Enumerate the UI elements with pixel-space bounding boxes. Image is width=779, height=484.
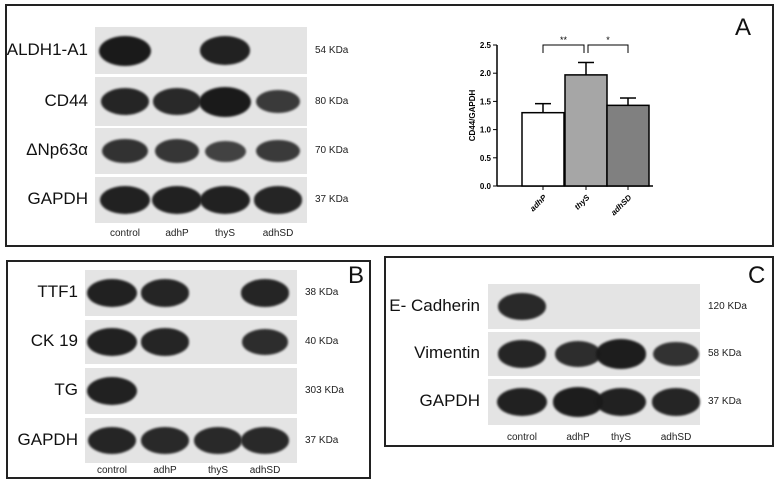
band bbox=[194, 427, 242, 454]
panel-label: A bbox=[735, 14, 752, 41]
lane-label: adhSD bbox=[262, 228, 294, 239]
blot-row bbox=[488, 379, 701, 425]
blot-row bbox=[85, 270, 297, 316]
molecular-weight-label: 70 KDa bbox=[315, 145, 349, 156]
band bbox=[653, 341, 699, 367]
molecular-weight-label: 54 KDa bbox=[315, 44, 349, 56]
band bbox=[200, 36, 250, 65]
band bbox=[87, 327, 137, 357]
band bbox=[99, 35, 151, 66]
protein-label: Vimentin bbox=[414, 343, 480, 362]
band bbox=[102, 138, 148, 164]
molecular-weight-label: 58 KDa bbox=[708, 348, 742, 359]
protein-label: E- Cadherin bbox=[389, 295, 480, 315]
blot-row bbox=[85, 368, 297, 414]
blot-row bbox=[488, 284, 700, 329]
lane-label: thyS bbox=[610, 432, 632, 443]
band bbox=[651, 388, 701, 416]
band bbox=[153, 88, 201, 115]
panel-b bbox=[6, 260, 371, 479]
blot-row bbox=[95, 128, 307, 174]
band bbox=[554, 341, 602, 367]
protein-label: GAPDH bbox=[27, 189, 88, 208]
blot-row bbox=[85, 418, 297, 463]
band bbox=[256, 90, 300, 113]
blot-row bbox=[95, 27, 307, 74]
band bbox=[87, 376, 137, 406]
blot-row bbox=[488, 332, 700, 376]
molecular-weight-label: 37 KDa bbox=[305, 434, 339, 446]
blot-row bbox=[95, 177, 307, 223]
protein-label: TTF1 bbox=[37, 282, 78, 301]
molecular-weight-label: 40 KDa bbox=[305, 336, 339, 347]
panel-label: C bbox=[748, 262, 766, 289]
band bbox=[100, 185, 150, 215]
lane-label: thyS bbox=[214, 228, 236, 239]
band bbox=[140, 328, 190, 356]
lane-label: adhP bbox=[566, 432, 590, 443]
lane-label: control bbox=[506, 432, 538, 443]
molecular-weight-label: 303 KDa bbox=[305, 385, 344, 396]
blot-row bbox=[85, 320, 297, 364]
band bbox=[152, 185, 202, 215]
band bbox=[240, 279, 290, 307]
band bbox=[87, 278, 137, 308]
band bbox=[595, 339, 647, 369]
band bbox=[199, 86, 251, 117]
band bbox=[241, 427, 289, 454]
lane-label: adhP bbox=[165, 228, 189, 239]
protein-label: TG bbox=[54, 380, 78, 399]
protein-label: CK 19 bbox=[30, 331, 78, 350]
band bbox=[498, 293, 546, 320]
band bbox=[200, 185, 250, 215]
protein-label: ΔNp63α bbox=[26, 140, 88, 159]
band bbox=[253, 186, 303, 214]
molecular-weight-label: 37 KDa bbox=[315, 194, 349, 205]
band bbox=[596, 387, 646, 417]
lane-label: control bbox=[109, 228, 141, 239]
protein-label: GAPDH bbox=[17, 429, 78, 449]
molecular-weight-label: 37 KDa bbox=[708, 396, 742, 407]
molecular-weight-label: 120 KDa bbox=[708, 300, 747, 312]
lane-label: adhSD bbox=[660, 432, 692, 443]
panel-a bbox=[5, 4, 774, 247]
panel-c bbox=[384, 256, 774, 447]
protein-label: GAPDH bbox=[419, 391, 480, 410]
molecular-weight-label: 38 KDa bbox=[305, 287, 339, 298]
molecular-weight-label: 80 KDa bbox=[315, 95, 349, 107]
band bbox=[497, 340, 547, 368]
band bbox=[154, 139, 200, 163]
lane-label: control bbox=[96, 465, 128, 476]
band bbox=[204, 140, 246, 162]
lane-label: adhP bbox=[153, 465, 177, 476]
blot-row bbox=[95, 77, 307, 126]
protein-label: CD44 bbox=[44, 90, 88, 110]
band bbox=[140, 279, 190, 307]
band bbox=[241, 329, 289, 355]
lane-label: adhSD bbox=[249, 465, 281, 476]
band bbox=[87, 426, 137, 455]
band bbox=[100, 87, 150, 116]
band bbox=[497, 387, 547, 417]
band bbox=[552, 387, 604, 417]
band bbox=[141, 427, 189, 454]
band bbox=[256, 139, 300, 163]
protein-label: ALDH1-A1 bbox=[6, 39, 88, 59]
panel-label: B bbox=[348, 262, 365, 289]
lane-label: thyS bbox=[207, 465, 229, 476]
